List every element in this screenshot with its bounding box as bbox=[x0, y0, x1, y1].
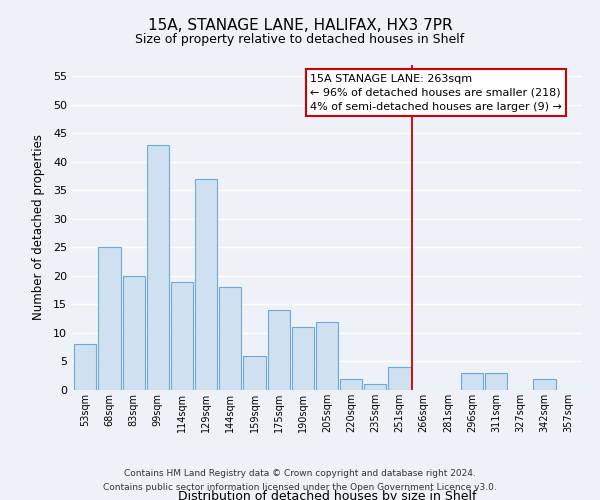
Text: 15A STANAGE LANE: 263sqm
← 96% of detached houses are smaller (218)
4% of semi-d: 15A STANAGE LANE: 263sqm ← 96% of detach… bbox=[310, 74, 562, 112]
Bar bbox=[316, 322, 338, 390]
Y-axis label: Number of detached properties: Number of detached properties bbox=[32, 134, 44, 320]
Bar bbox=[268, 310, 290, 390]
Bar bbox=[171, 282, 193, 390]
Bar bbox=[98, 248, 121, 390]
Bar bbox=[533, 378, 556, 390]
Bar bbox=[146, 145, 169, 390]
Text: Size of property relative to detached houses in Shelf: Size of property relative to detached ho… bbox=[136, 32, 464, 46]
Text: Contains HM Land Registry data © Crown copyright and database right 2024.: Contains HM Land Registry data © Crown c… bbox=[124, 468, 476, 477]
Bar bbox=[461, 373, 483, 390]
Bar bbox=[388, 367, 410, 390]
Bar bbox=[74, 344, 97, 390]
X-axis label: Distribution of detached houses by size in Shelf: Distribution of detached houses by size … bbox=[178, 490, 476, 500]
Bar bbox=[122, 276, 145, 390]
Bar bbox=[244, 356, 266, 390]
Bar bbox=[219, 288, 241, 390]
Bar bbox=[292, 328, 314, 390]
Bar bbox=[195, 179, 217, 390]
Text: Contains public sector information licensed under the Open Government Licence v3: Contains public sector information licen… bbox=[103, 484, 497, 492]
Text: 15A, STANAGE LANE, HALIFAX, HX3 7PR: 15A, STANAGE LANE, HALIFAX, HX3 7PR bbox=[148, 18, 452, 32]
Bar bbox=[485, 373, 508, 390]
Bar bbox=[340, 378, 362, 390]
Bar bbox=[364, 384, 386, 390]
